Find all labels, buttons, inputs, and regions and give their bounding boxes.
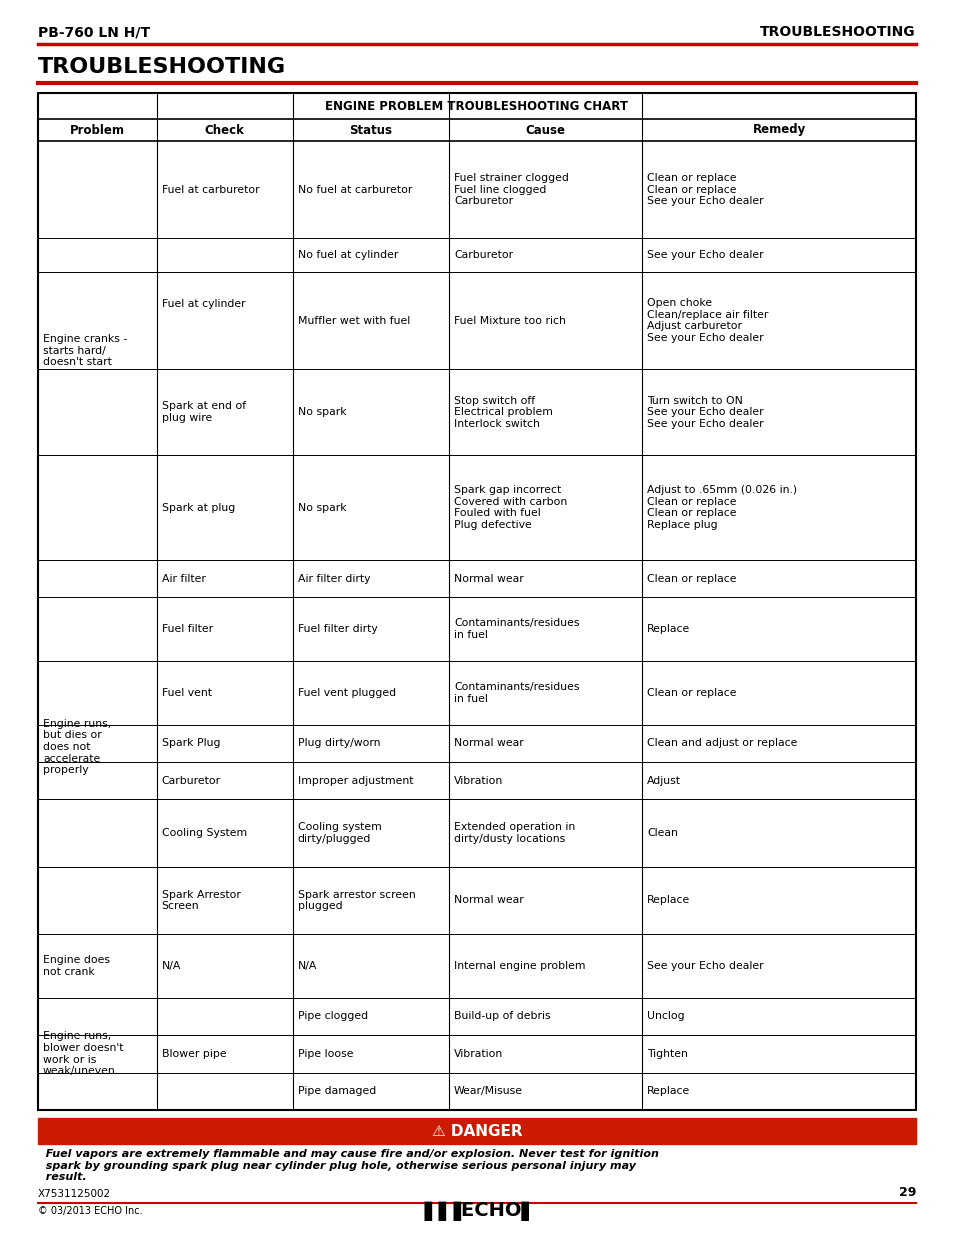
Text: Clean or replace: Clean or replace <box>646 688 736 698</box>
Text: ENGINE PROBLEM TROUBLESHOOTING CHART: ENGINE PROBLEM TROUBLESHOOTING CHART <box>325 100 628 112</box>
Text: Clean or replace: Clean or replace <box>646 574 736 584</box>
Text: Fuel at carburetor: Fuel at carburetor <box>161 185 259 195</box>
Text: ⚠ DANGER: ⚠ DANGER <box>432 1124 521 1139</box>
Bar <box>38 1118 915 1144</box>
Text: Engine cranks -
starts hard/
doesn't start: Engine cranks - starts hard/ doesn't sta… <box>43 333 127 367</box>
Text: No spark: No spark <box>297 503 346 513</box>
Text: Spark Arrestor
Screen: Spark Arrestor Screen <box>161 889 240 911</box>
Text: See your Echo dealer: See your Echo dealer <box>646 251 763 261</box>
Text: Replace: Replace <box>646 624 690 635</box>
Text: Tighten: Tighten <box>646 1049 687 1058</box>
Text: Fuel vapors are extremely flammable and may cause fire and/or explosion. Never t: Fuel vapors are extremely flammable and … <box>38 1149 659 1182</box>
Text: Vibration: Vibration <box>454 1049 502 1058</box>
Text: 29: 29 <box>898 1186 915 1199</box>
Text: Plug dirty/worn: Plug dirty/worn <box>297 739 379 748</box>
Text: Fuel filter: Fuel filter <box>161 624 213 635</box>
Text: Problem: Problem <box>70 124 125 137</box>
Text: Extended operation in
dirty/dusty locations: Extended operation in dirty/dusty locati… <box>454 823 575 844</box>
Text: Normal wear: Normal wear <box>454 574 523 584</box>
Text: Vibration: Vibration <box>454 776 502 785</box>
Text: Cooling system
dirty/plugged: Cooling system dirty/plugged <box>297 823 381 844</box>
Text: Fuel filter dirty: Fuel filter dirty <box>297 624 377 635</box>
Text: N/A: N/A <box>161 961 181 971</box>
Text: Pipe clogged: Pipe clogged <box>297 1011 367 1021</box>
Text: PB-760 LN H/T: PB-760 LN H/T <box>38 25 150 40</box>
Text: Status: Status <box>349 124 392 137</box>
Text: Spark at plug: Spark at plug <box>161 503 234 513</box>
Text: Fuel strainer clogged
Fuel line clogged
Carburetor: Fuel strainer clogged Fuel line clogged … <box>454 173 568 206</box>
Text: Replace: Replace <box>646 1087 690 1097</box>
Text: Adjust to .65mm (0.026 in.)
Clean or replace
Clean or replace
Replace plug: Adjust to .65mm (0.026 in.) Clean or rep… <box>646 485 797 530</box>
Text: Fuel at cylinder: Fuel at cylinder <box>161 299 245 309</box>
Text: Unclog: Unclog <box>646 1011 684 1021</box>
Text: No fuel at carburetor: No fuel at carburetor <box>297 185 412 195</box>
Text: Stop switch off
Electrical problem
Interlock switch: Stop switch off Electrical problem Inter… <box>454 395 552 429</box>
Text: Fuel vent plugged: Fuel vent plugged <box>297 688 395 698</box>
Text: No fuel at cylinder: No fuel at cylinder <box>297 251 397 261</box>
Text: Contaminants/residues
in fuel: Contaminants/residues in fuel <box>454 619 578 640</box>
Text: Remedy: Remedy <box>752 124 805 137</box>
Text: Spark gap incorrect
Covered with carbon
Fouled with fuel
Plug defective: Spark gap incorrect Covered with carbon … <box>454 485 567 530</box>
Text: Muffler wet with fuel: Muffler wet with fuel <box>297 316 410 326</box>
Text: © 03/2013 ECHO Inc.: © 03/2013 ECHO Inc. <box>38 1207 143 1216</box>
Text: Carburetor: Carburetor <box>454 251 513 261</box>
Text: Air filter: Air filter <box>161 574 205 584</box>
Text: Cause: Cause <box>525 124 565 137</box>
Text: Improper adjustment: Improper adjustment <box>297 776 413 785</box>
Text: ▐▐▐ECHO▌: ▐▐▐ECHO▌ <box>416 1202 537 1221</box>
Text: Engine runs,
blower doesn't
work or is
weak/uneven: Engine runs, blower doesn't work or is w… <box>43 1031 123 1076</box>
Text: Cooling System: Cooling System <box>161 829 247 839</box>
Text: Fuel vent: Fuel vent <box>161 688 212 698</box>
Text: Normal wear: Normal wear <box>454 895 523 905</box>
Text: Replace: Replace <box>646 895 690 905</box>
Text: Contaminants/residues
in fuel: Contaminants/residues in fuel <box>454 682 578 704</box>
Text: No spark: No spark <box>297 408 346 417</box>
Text: Spark at end of
plug wire: Spark at end of plug wire <box>161 401 246 424</box>
Text: Wear/Misuse: Wear/Misuse <box>454 1087 522 1097</box>
Text: Build-up of debris: Build-up of debris <box>454 1011 550 1021</box>
Text: TROUBLESHOOTING: TROUBLESHOOTING <box>38 57 286 77</box>
Text: Spark Plug: Spark Plug <box>161 739 220 748</box>
Text: Engine does
not crank: Engine does not crank <box>43 955 110 977</box>
Text: Fuel Mixture too rich: Fuel Mixture too rich <box>454 316 565 326</box>
Text: Air filter dirty: Air filter dirty <box>297 574 370 584</box>
Bar <box>38 93 915 1110</box>
Text: Normal wear: Normal wear <box>454 739 523 748</box>
Text: Pipe damaged: Pipe damaged <box>297 1087 375 1097</box>
Text: Clean: Clean <box>646 829 678 839</box>
Text: Clean or replace
Clean or replace
See your Echo dealer: Clean or replace Clean or replace See yo… <box>646 173 763 206</box>
Text: See your Echo dealer: See your Echo dealer <box>646 961 763 971</box>
Text: Pipe loose: Pipe loose <box>297 1049 353 1058</box>
Text: Internal engine problem: Internal engine problem <box>454 961 585 971</box>
Text: Spark arrestor screen
plugged: Spark arrestor screen plugged <box>297 889 415 911</box>
Text: Check: Check <box>205 124 244 137</box>
Text: X7531125002: X7531125002 <box>38 1189 111 1199</box>
Text: Turn switch to ON
See your Echo dealer
See your Echo dealer: Turn switch to ON See your Echo dealer S… <box>646 395 763 429</box>
Text: Adjust: Adjust <box>646 776 680 785</box>
Text: Open choke
Clean/replace air filter
Adjust carburetor
See your Echo dealer: Open choke Clean/replace air filter Adju… <box>646 298 767 343</box>
Text: Clean and adjust or replace: Clean and adjust or replace <box>646 739 797 748</box>
Text: Engine runs,
but dies or
does not
accelerate
properly: Engine runs, but dies or does not accele… <box>43 719 112 776</box>
Text: Blower pipe: Blower pipe <box>161 1049 226 1058</box>
Text: N/A: N/A <box>297 961 316 971</box>
Text: TROUBLESHOOTING: TROUBLESHOOTING <box>760 25 915 40</box>
Text: Carburetor: Carburetor <box>161 776 220 785</box>
